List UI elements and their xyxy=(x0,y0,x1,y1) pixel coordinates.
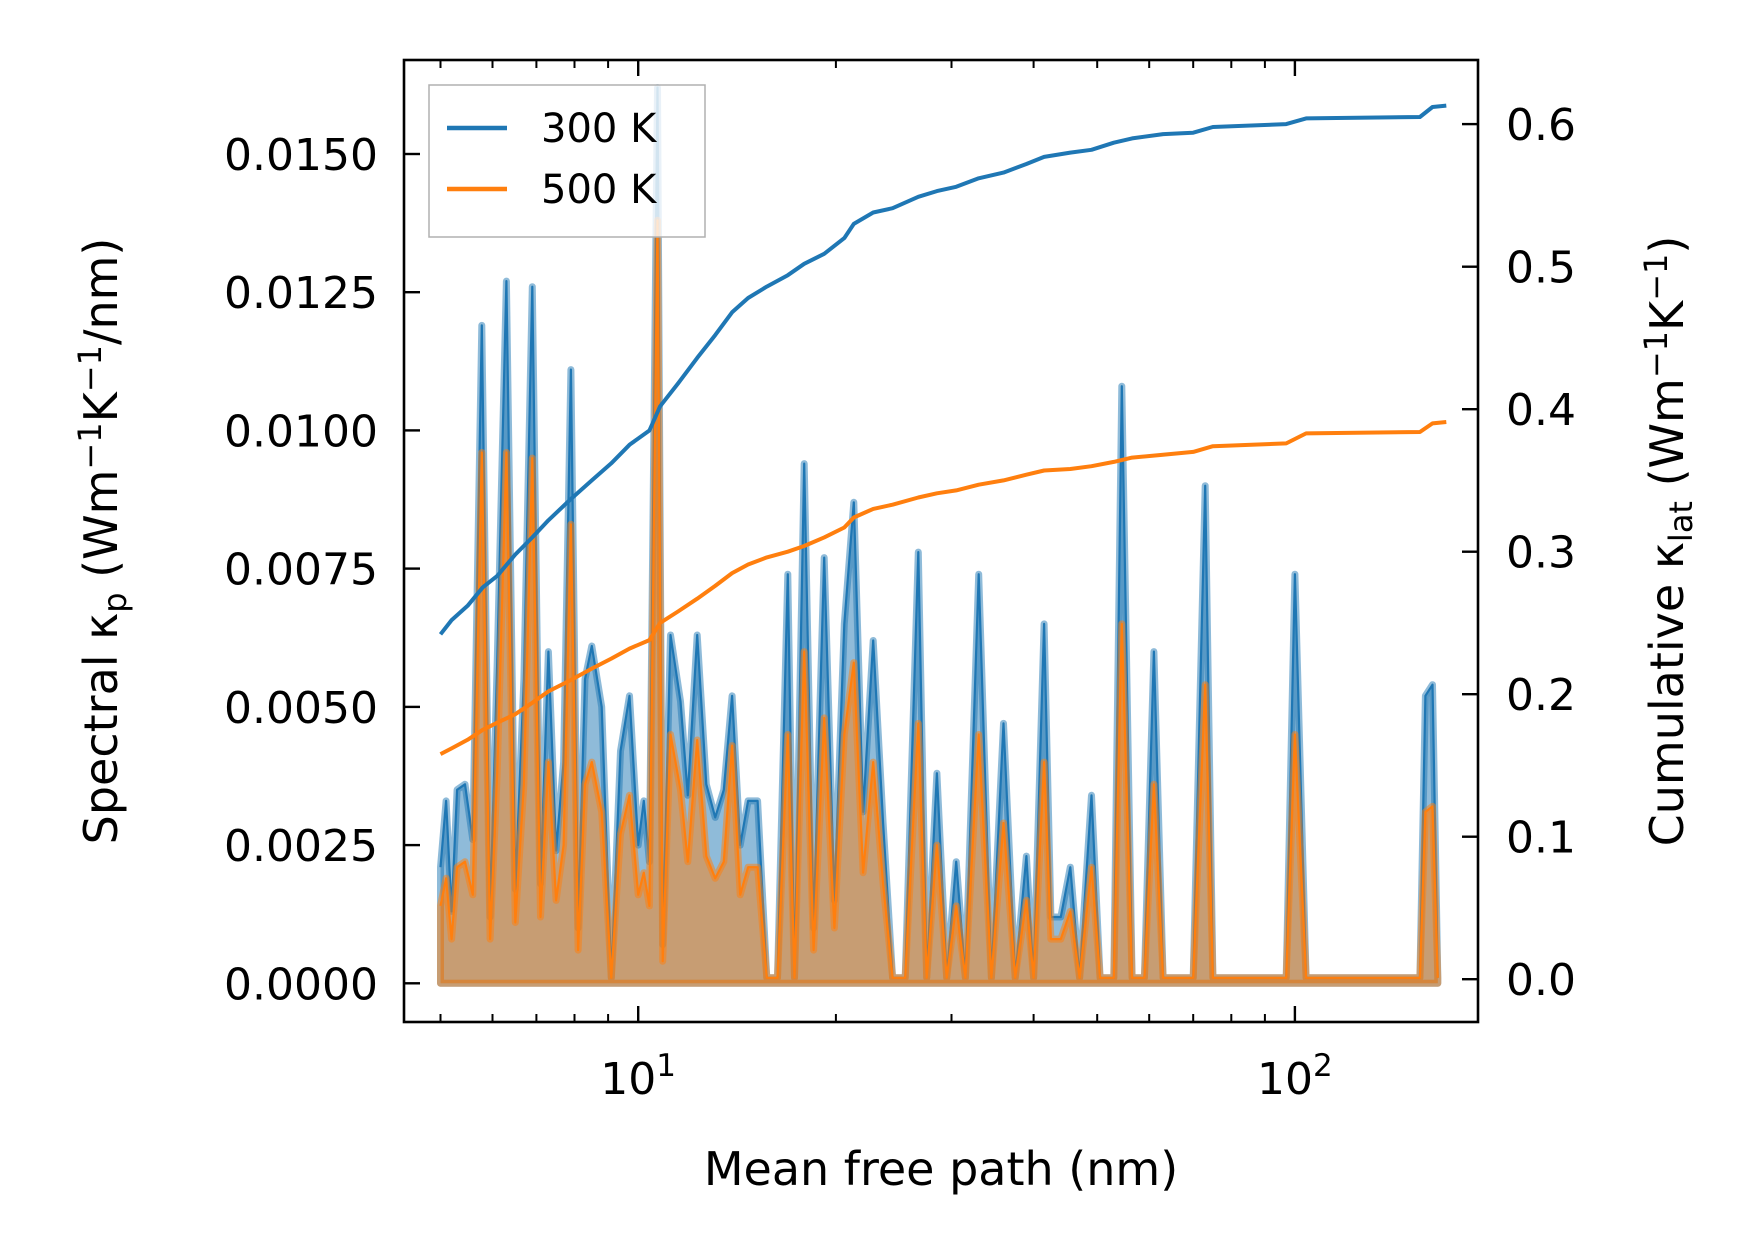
y-left-tick-label: 0.0100 xyxy=(224,406,378,457)
y-right-tick-label: 0.2 xyxy=(1506,670,1576,721)
legend-label: 500 K xyxy=(541,167,658,213)
x-tick-label: 102 xyxy=(1257,1048,1333,1105)
y-right-tick-label: 0.3 xyxy=(1506,528,1576,579)
y-left-axis-label: Spectral κp (Wm−1K−1/nm) xyxy=(71,238,134,845)
y-left-axis-label-subscript: p xyxy=(96,592,134,612)
y-right-tick-label: 0.6 xyxy=(1506,100,1576,151)
x-axis-label: Mean free path (nm) xyxy=(704,1142,1178,1196)
y-right-axis-label-text: ) xyxy=(1640,236,1694,254)
y-right-tick-label: 0.4 xyxy=(1506,385,1576,436)
y-left-tick-label: 0.0075 xyxy=(224,545,378,596)
x-tick-exponent: 1 xyxy=(656,1048,676,1084)
legend-box xyxy=(428,84,706,238)
y-left-tick-label: 0.0025 xyxy=(224,821,378,872)
y-left-axis-label-text: K xyxy=(74,390,128,422)
y-left-tick-label: 0.0150 xyxy=(224,130,378,181)
cumulative-layer xyxy=(438,103,1447,756)
y-right-axis-label-superscript: −1 xyxy=(1637,254,1675,301)
y-right-tick-label: 0.1 xyxy=(1506,813,1576,864)
spectral-layer xyxy=(437,84,1442,987)
y-left-axis-label-superscript: −1 xyxy=(71,345,109,392)
y-right-tick-label: 0.5 xyxy=(1506,243,1576,294)
x-tick-exponent: 2 xyxy=(1313,1048,1333,1084)
x-tick-base: 10 xyxy=(1257,1054,1313,1105)
y-right-axis-label-text: (Wm xyxy=(1640,378,1694,501)
y-left-tick-label: 0.0050 xyxy=(224,683,378,734)
y-left-axis-label-superscript: −1 xyxy=(71,422,109,469)
legend-label: 300 K xyxy=(541,106,658,152)
legend: 300 K 500 K xyxy=(428,84,706,238)
plot-frame xyxy=(402,58,1480,1024)
x-tick-base: 10 xyxy=(600,1054,656,1105)
cumulative-line-0 xyxy=(438,103,1447,636)
spectral-line-1 xyxy=(439,219,1439,979)
y-left-axis-label-text: /nm) xyxy=(74,238,128,345)
labels-layer: 0.00000.00250.00500.00750.01000.01250.01… xyxy=(71,100,1700,1196)
y-right-axis-label-prefix: Cumulative κ xyxy=(1640,542,1694,846)
y-right-axis-label-text: K xyxy=(1640,299,1694,331)
x-tick-label: 101 xyxy=(600,1048,676,1105)
y-right-axis-label: Cumulative κlat (Wm−1K−1) xyxy=(1637,236,1700,847)
ticks-layer xyxy=(404,60,1478,1022)
cumulative-line-1 xyxy=(439,420,1447,756)
y-left-axis-label-text: (Wm xyxy=(74,470,128,593)
y-left-axis-label-prefix: Spectral κ xyxy=(74,613,128,845)
y-right-tick-label: 0.0 xyxy=(1506,955,1576,1006)
y-left-tick-label: 0.0125 xyxy=(224,268,378,319)
y-left-tick-label: 0.0000 xyxy=(224,959,378,1010)
y-right-axis-label-subscript: lat xyxy=(1662,501,1700,542)
y-right-axis-label-superscript: −1 xyxy=(1637,331,1675,378)
